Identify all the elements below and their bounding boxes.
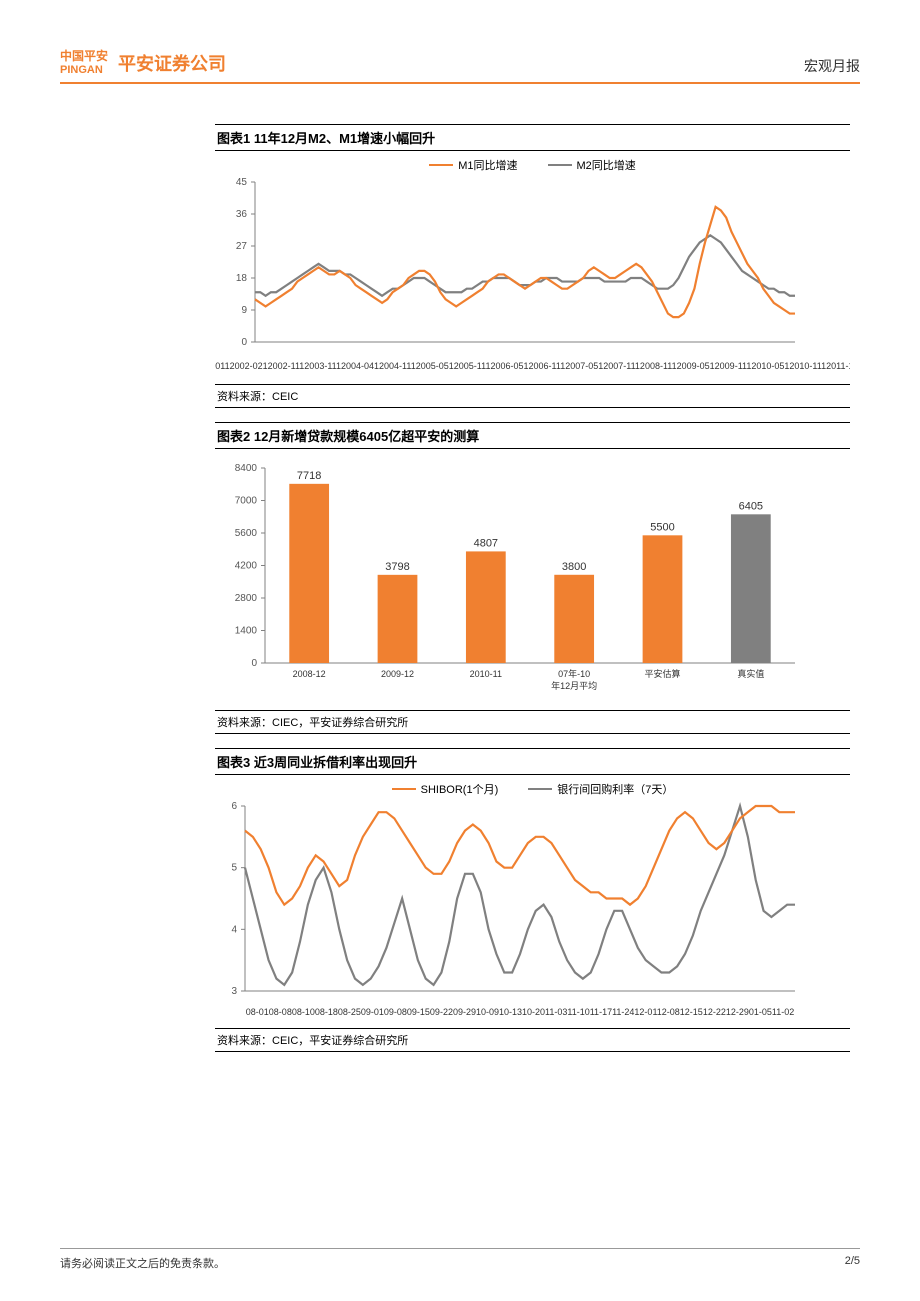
legend-label: M1同比增速	[458, 157, 517, 173]
svg-text:27: 27	[236, 241, 248, 252]
svg-text:2800: 2800	[235, 593, 258, 604]
svg-text:6: 6	[231, 801, 237, 812]
svg-text:7000: 7000	[235, 496, 258, 507]
chart3-canvas: 3 4 5 6 08-0108-0808-1008-1808-2509-0109-080…	[215, 801, 850, 1021]
svg-text:5: 5	[231, 863, 237, 874]
chart3-legend-repo: 银行间回购利率（7天）	[528, 781, 673, 797]
logo-mark: 中国平安 PINGAN	[60, 50, 108, 75]
footer-disclaimer: 请务必阅读正文之后的免责条款。	[60, 1255, 225, 1271]
svg-text:3800: 3800	[562, 561, 586, 573]
company-name: 平安证券公司	[118, 50, 226, 76]
chart2-block: 图表2 12月新增贷款规模6405亿超平安的测算 0 1400 2800 4200 56…	[215, 422, 850, 734]
svg-text:2009-12: 2009-12	[381, 669, 414, 679]
svg-text:2008-12: 2008-12	[293, 669, 326, 679]
chart2-canvas: 0 1400 2800 4200 5600 7000 8400 7718 2008-12 3798…	[215, 453, 850, 703]
chart3-block: 图表3 近3周同业拆借利率出现回升 SHIBOR(1个月) 银行间回购利率（7天…	[215, 748, 850, 1052]
svg-text:36: 36	[236, 209, 248, 220]
svg-text:3: 3	[231, 986, 237, 997]
page: 中国平安 PINGAN 平安证券公司 宏观月报 图表1 11年12月M2、M1增…	[0, 0, 920, 1301]
svg-text:45: 45	[236, 177, 248, 188]
svg-text:2001-0112002-0212002-1112003-1: 2001-0112002-0212002-1112003-1112004-041…	[215, 361, 850, 371]
chart3-title: 图表3 近3周同业拆借利率出现回升	[215, 748, 850, 775]
legend-swatch	[392, 788, 416, 790]
chart1-block: 图表1 11年12月M2、M1增速小幅回升 M1同比增速 M2同比增速 0 9 18…	[215, 124, 850, 408]
logo-block: 中国平安 PINGAN 平安证券公司	[60, 50, 226, 76]
logo-en: PINGAN	[60, 64, 108, 76]
chart3-legend-shibor: SHIBOR(1个月)	[392, 781, 499, 797]
chart3-legend: SHIBOR(1个月) 银行间回购利率（7天）	[215, 781, 850, 797]
chart1-legend-m2: M2同比增速	[548, 157, 636, 173]
svg-text:07年-10: 07年-10	[558, 668, 590, 679]
legend-swatch	[548, 164, 572, 166]
chart2-source: 资料来源：CIEC，平安证券综合研究所	[215, 710, 850, 734]
svg-text:年12月平均: 年12月平均	[551, 680, 597, 691]
svg-text:8400: 8400	[235, 463, 258, 474]
legend-swatch	[429, 164, 453, 166]
svg-text:6405: 6405	[739, 500, 763, 512]
svg-text:7718: 7718	[297, 470, 321, 482]
svg-text:4200: 4200	[235, 561, 258, 572]
report-type: 宏观月报	[804, 56, 860, 76]
legend-label: 银行间回购利率（7天）	[557, 781, 673, 797]
svg-text:0: 0	[241, 337, 247, 348]
svg-text:2010-11: 2010-11	[470, 669, 502, 679]
svg-text:平安估算: 平安估算	[644, 668, 680, 679]
svg-text:3798: 3798	[385, 561, 409, 573]
footer-page-number: 2/5	[845, 1255, 860, 1271]
content-area: 图表1 11年12月M2、M1增速小幅回升 M1同比增速 M2同比增速 0 9 18…	[215, 124, 850, 1052]
svg-text:08-0108-0808-1008-1808-2509-01: 08-0108-0808-1008-1808-2509-0109-0809-15…	[246, 1007, 794, 1017]
svg-text:1400: 1400	[235, 626, 258, 637]
chart1-legend-m1: M1同比增速	[429, 157, 517, 173]
legend-swatch	[528, 788, 552, 790]
svg-text:4807: 4807	[474, 537, 498, 549]
chart1-title: 图表1 11年12月M2、M1增速小幅回升	[215, 124, 850, 151]
svg-text:9: 9	[241, 305, 247, 316]
svg-text:5500: 5500	[650, 521, 674, 533]
chart3-source: 资料来源：CEIC，平安证券综合研究所	[215, 1028, 850, 1052]
logo-cn: 中国平安	[60, 50, 108, 63]
svg-text:5600: 5600	[235, 528, 258, 539]
svg-text:4: 4	[231, 924, 237, 935]
legend-label: M2同比增速	[577, 157, 636, 173]
chart1-source: 资料来源：CEIC	[215, 384, 850, 408]
svg-text:真实值: 真实值	[737, 668, 764, 679]
legend-label: SHIBOR(1个月)	[421, 781, 499, 797]
page-footer: 请务必阅读正文之后的免责条款。 2/5	[60, 1248, 860, 1271]
chart1-legend: M1同比增速 M2同比增速	[215, 157, 850, 173]
chart2-title: 图表2 12月新增贷款规模6405亿超平安的测算	[215, 422, 850, 449]
svg-text:18: 18	[236, 273, 248, 284]
chart1-canvas: 0 9 18 27 36 45 2001-0112002-0212002-1112003-1…	[215, 177, 850, 377]
page-header: 中国平安 PINGAN 平安证券公司 宏观月报	[60, 50, 860, 84]
svg-text:0: 0	[251, 658, 257, 669]
